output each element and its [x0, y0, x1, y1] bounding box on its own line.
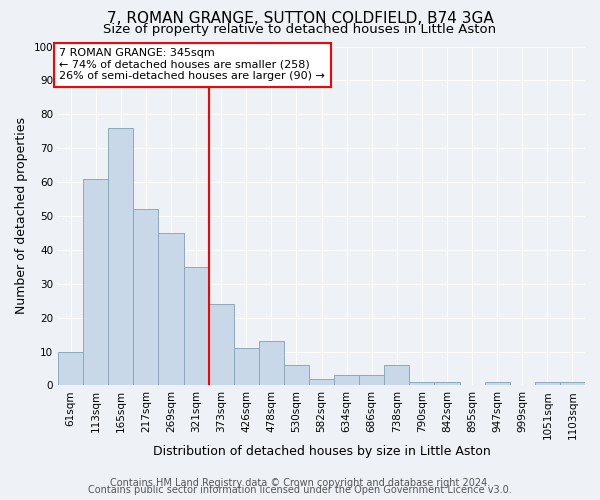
Bar [434, 382, 460, 386]
Bar [384, 365, 409, 386]
Bar [560, 382, 585, 386]
Text: 7 ROMAN GRANGE: 345sqm
← 74% of detached houses are smaller (258)
26% of semi-de: 7 ROMAN GRANGE: 345sqm ← 74% of detached… [59, 48, 325, 82]
Bar [334, 376, 359, 386]
Text: Contains public sector information licensed under the Open Government Licence v3: Contains public sector information licen… [88, 485, 512, 495]
Bar [485, 382, 510, 386]
X-axis label: Distribution of detached houses by size in Little Aston: Distribution of detached houses by size … [152, 444, 490, 458]
Bar [409, 382, 434, 386]
Text: 7, ROMAN GRANGE, SUTTON COLDFIELD, B74 3GA: 7, ROMAN GRANGE, SUTTON COLDFIELD, B74 3… [107, 11, 493, 26]
Bar [158, 233, 184, 386]
Bar [259, 342, 284, 386]
Bar [284, 365, 309, 386]
Bar [83, 178, 108, 386]
Bar [108, 128, 133, 386]
Bar [309, 378, 334, 386]
Bar [58, 352, 83, 386]
Text: Size of property relative to detached houses in Little Aston: Size of property relative to detached ho… [103, 22, 497, 36]
Y-axis label: Number of detached properties: Number of detached properties [15, 118, 28, 314]
Bar [133, 209, 158, 386]
Bar [535, 382, 560, 386]
Bar [359, 376, 384, 386]
Bar [233, 348, 259, 386]
Bar [209, 304, 233, 386]
Text: Contains HM Land Registry data © Crown copyright and database right 2024.: Contains HM Land Registry data © Crown c… [110, 478, 490, 488]
Bar [184, 267, 209, 386]
